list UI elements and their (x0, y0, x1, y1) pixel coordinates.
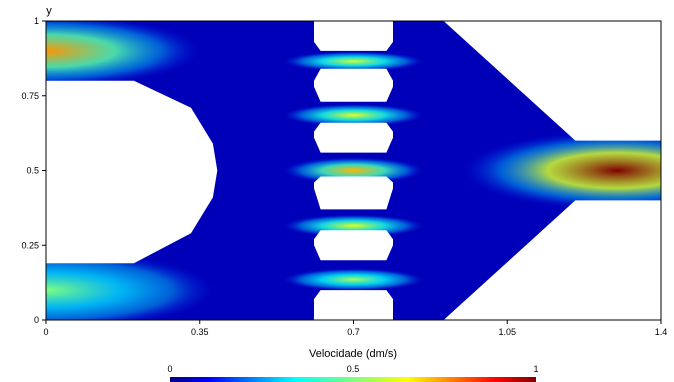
obstacle-island (314, 122, 393, 153)
colorbar-tick-label: 0 (167, 364, 172, 374)
y-tick-label: 0.75 (21, 91, 39, 101)
velocity-hotspot (462, 131, 661, 210)
colorbar (170, 377, 536, 382)
x-tick-label: 0.7 (347, 327, 360, 337)
x-tick-label: 1.05 (498, 327, 516, 337)
obstacle-outer-bottom (443, 200, 661, 320)
obstacle-island (314, 68, 393, 102)
velocity-hotspot (283, 157, 424, 184)
y-axis: 0 0.25 0.5 0.75 1 (21, 16, 46, 325)
colorbar-tick-label: 1 (533, 364, 538, 374)
velocity-hotspot (283, 214, 424, 237)
y-tick-label: 1 (34, 16, 39, 26)
plot-area (46, 21, 661, 320)
x-tick-label: 1.4 (655, 327, 668, 337)
velocity-hotspot (283, 51, 424, 72)
field-layer (46, 21, 661, 320)
x-tick-label: 0 (43, 327, 48, 337)
x-axis: 0 0.35 0.7 1.05 1.4 (43, 320, 667, 337)
x-tick-label: 0.35 (191, 327, 209, 337)
colorbar-label: Velocidade (dm/s) (309, 348, 397, 360)
y-tick-label: 0.25 (21, 240, 39, 250)
obstacle-island (314, 21, 393, 51)
obstacle-island (314, 290, 393, 320)
velocity-hotspot (46, 21, 201, 88)
y-axis-label: y (46, 5, 52, 17)
velocity-hotspot (283, 104, 424, 127)
obstacle-half-disc (46, 80, 218, 264)
obstacle-outer-top (443, 21, 661, 141)
colorbar-tick-label: 0.5 (347, 364, 360, 374)
velocity-hotspot (283, 268, 424, 291)
velocity-hotspot (46, 250, 215, 320)
y-tick-label: 0.5 (26, 166, 39, 176)
obstacle-island (314, 230, 393, 261)
obstacle-layer (46, 21, 661, 320)
y-tick-label: 0 (34, 315, 39, 325)
obstacle-island (314, 176, 393, 210)
colorbar-ticks: 0 0.5 1 (167, 364, 538, 374)
